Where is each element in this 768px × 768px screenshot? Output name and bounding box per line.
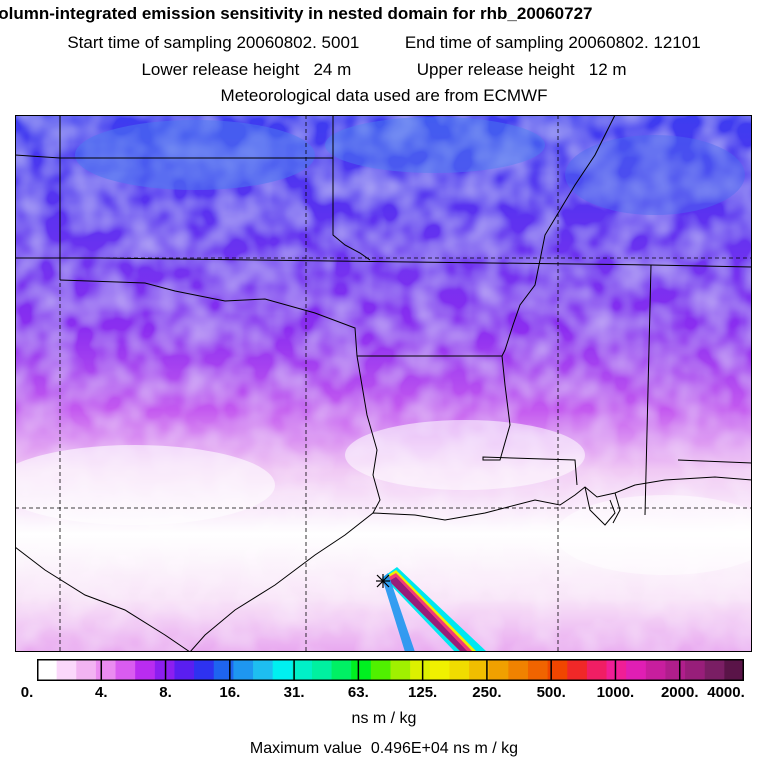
colorbar-swatch	[724, 659, 745, 681]
colorbar-swatch	[626, 659, 647, 681]
colorbar-swatch	[488, 659, 509, 681]
colorbar-swatch	[508, 659, 529, 681]
sampling-time-line: Start time of sampling 20060802. 5001 En…	[0, 33, 768, 53]
colorbar-swatch	[606, 659, 627, 681]
colorbar-swatch	[135, 659, 156, 681]
colorbar-swatch	[56, 659, 77, 681]
start-time-label: Start time of sampling	[67, 33, 232, 52]
end-time-value: 20060802. 12101	[568, 33, 701, 52]
colorbar-swatch	[76, 659, 97, 681]
end-time-label: End time of sampling	[404, 33, 564, 52]
sensitivity-field	[15, 115, 752, 652]
colorbar-swatch	[115, 659, 136, 681]
colorbar-swatch	[665, 659, 686, 681]
emission-plume	[382, 567, 487, 652]
colorbar-swatch	[174, 659, 195, 681]
colorbar-label: 125.	[408, 684, 438, 701]
colorbar-swatch	[567, 659, 588, 681]
colorbar-label: 4.	[95, 684, 108, 701]
max-value-number: 0.496E+04	[370, 740, 449, 757]
colorbar-swatch	[586, 659, 608, 681]
colorbar-swatch	[449, 659, 470, 681]
colorbar	[36, 659, 745, 681]
release-height-line: Lower release height 24 m Upper release …	[0, 60, 768, 80]
colorbar-swatch	[272, 659, 293, 681]
colorbar-swatch	[311, 659, 333, 681]
release-point-cross	[376, 574, 390, 588]
colorbar-frame	[37, 659, 744, 681]
colorbar-swatch	[645, 659, 666, 681]
colorbar-swatch	[390, 659, 411, 681]
colorbar-swatch	[685, 659, 706, 681]
colorbar-label: 16.	[219, 684, 241, 701]
colorbar-label: 31.	[283, 684, 305, 701]
colorbar-swatches	[36, 659, 745, 681]
colorbar-swatch	[253, 659, 274, 681]
colorbar-swatch	[194, 659, 215, 681]
colorbar-swatch	[331, 659, 352, 681]
colorbar-swatch	[213, 659, 234, 681]
graticule	[15, 115, 752, 652]
colorbar-swatch	[469, 659, 490, 681]
coastline-and-borders	[15, 115, 752, 652]
colorbar-swatch	[704, 659, 725, 681]
colorbar-label: 4000.	[707, 684, 745, 701]
lower-height-value: 24 m	[313, 60, 352, 79]
maximum-value-line: Maximum value 0.496E+04 ns m / kg	[0, 740, 768, 758]
colorbar-swatch	[351, 659, 372, 681]
upper-height-label: Upper release height	[416, 60, 575, 79]
colorbar-label: 63.	[347, 684, 369, 701]
colorbar-label: 8.	[159, 684, 172, 701]
colorbar-swatch	[429, 659, 450, 681]
colorbar-swatch	[410, 659, 431, 681]
colorbar-labels: 0. 4. 8. 16. 31. 63. 125. 250. 500. 1000. 2000. 400…	[0, 684, 768, 704]
emission-sensitivity-map	[15, 115, 752, 652]
colorbar-label: 500.	[536, 684, 566, 701]
max-value-label: Maximum value	[249, 740, 362, 757]
colorbar-label: 250.	[472, 684, 502, 701]
lower-height-label: Lower release height	[141, 60, 300, 79]
colorbar-unit: ns m / kg	[351, 710, 417, 727]
colorbar-swatch	[37, 659, 58, 681]
max-value-unit: ns m / kg	[453, 740, 519, 757]
map-frame	[15, 115, 752, 652]
colorbar-swatch	[547, 659, 568, 681]
colorbar-label: 2000.	[660, 684, 699, 701]
meteorology-note: Meteorological data used are from ECMWF	[220, 86, 548, 105]
start-time-value: 20060802. 5001	[236, 33, 360, 52]
upper-height-value: 12 m	[588, 60, 627, 79]
colorbar-swatch	[527, 659, 549, 681]
colorbar-label: 0.	[20, 684, 34, 701]
colorbar-label: 1000.	[596, 684, 635, 701]
page-title: Column-integrated emission sensitivity i…	[0, 4, 593, 23]
colorbar-swatch	[292, 659, 313, 681]
colorbar-swatch	[370, 659, 391, 681]
colorbar-swatch	[95, 659, 117, 681]
colorbar-swatch	[233, 659, 254, 681]
